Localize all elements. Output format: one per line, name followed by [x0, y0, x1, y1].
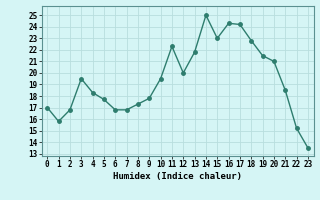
X-axis label: Humidex (Indice chaleur): Humidex (Indice chaleur) — [113, 172, 242, 181]
